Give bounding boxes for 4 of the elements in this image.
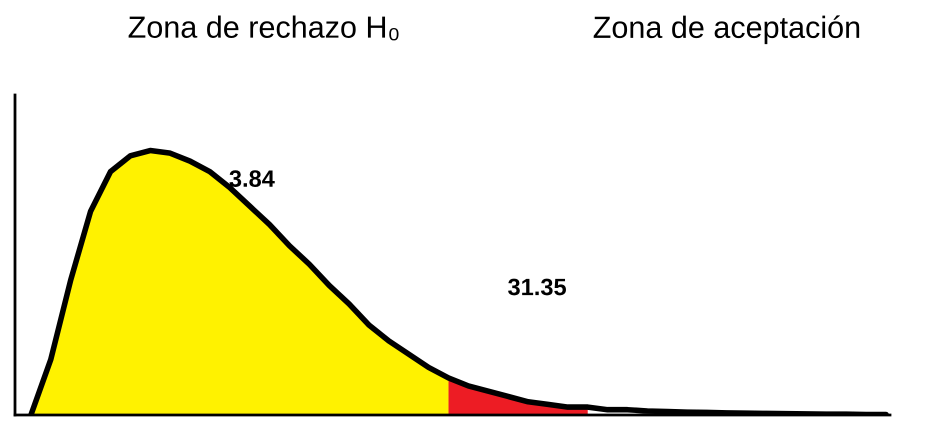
text: Zona de rechazo H₀ [128, 16, 399, 40]
annotation: 31.35 [508, 278, 566, 296]
text: Zona de aceptación [594, 15, 860, 44]
annotation: 3.84 [229, 170, 275, 187]
